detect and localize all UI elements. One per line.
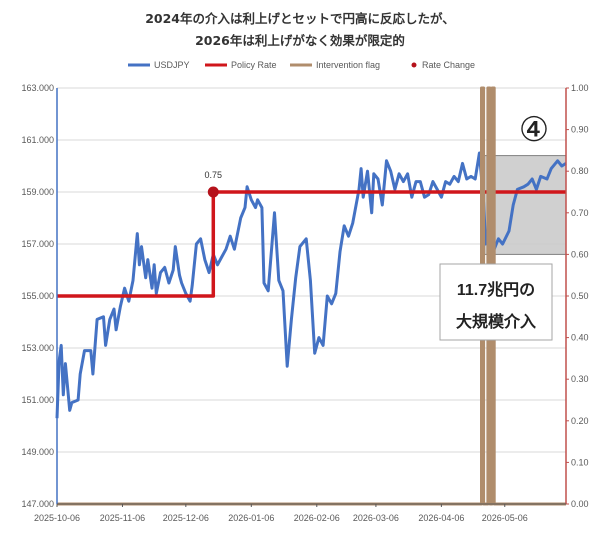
y-right-tick-label: 0.50 xyxy=(571,291,589,301)
y-right-tick-label: 0.30 xyxy=(571,374,589,384)
y-right-tick-label: 0.40 xyxy=(571,333,589,343)
y-left-tick-label: 161.000 xyxy=(21,135,54,145)
y-left-tick-label: 159.000 xyxy=(21,187,54,197)
highlight-box xyxy=(483,155,567,255)
x-tick-label: 2026-01-06 xyxy=(228,513,274,523)
y-right-tick-label: 0.00 xyxy=(571,499,589,509)
rate-change-point xyxy=(207,186,219,198)
legend-swatch xyxy=(411,62,417,68)
y-left-tick-label: 163.000 xyxy=(21,83,54,93)
x-tick-label: 2025-11-06 xyxy=(100,513,145,523)
x-tick-label: 2025-10-06 xyxy=(34,513,80,523)
x-tick-label: 2026-02-06 xyxy=(294,513,340,523)
y-right-tick-label: 0.80 xyxy=(571,166,589,176)
chart-title-line2: 2026年は利上げがなく効果が限定的 xyxy=(195,33,405,48)
y-right-tick-label: 0.60 xyxy=(571,249,589,259)
x-tick-label: 2026-04-06 xyxy=(418,513,464,523)
y-left-tick-label: 149.000 xyxy=(21,447,54,457)
annotation-line1: 11.7兆円の xyxy=(457,281,535,299)
y-right-tick-label: 0.70 xyxy=(571,208,589,218)
series-line-usdjpy xyxy=(55,151,567,419)
legend-label: Policy Rate xyxy=(231,60,277,70)
x-tick-label: 2026-03-06 xyxy=(353,513,399,523)
y-right-tick-label: 1.00 xyxy=(571,83,589,93)
legend-label: Rate Change xyxy=(422,60,475,70)
y-right-tick-label: 0.10 xyxy=(571,457,589,467)
y-left-tick-label: 147.000 xyxy=(21,499,54,509)
x-tick-label: 2026-05-06 xyxy=(482,513,528,523)
annotation-line2: 大規模介入 xyxy=(456,312,536,331)
chart-title-line1: 2024年の介入は利上げとセットで円高に反応したが、 xyxy=(145,11,455,26)
y-left-tick-label: 157.000 xyxy=(21,239,54,249)
rate-change-label: 0.75 xyxy=(205,170,223,180)
y-right-tick-label: 0.20 xyxy=(571,416,589,426)
legend-label: USDJPY xyxy=(154,60,190,70)
series-line-intervention-flag xyxy=(57,86,566,506)
y-left-tick-label: 151.000 xyxy=(21,395,54,405)
y-left-tick-label: 153.000 xyxy=(21,343,54,353)
annotation-marker: ④ xyxy=(519,111,549,149)
y-left-tick-label: 155.000 xyxy=(21,291,54,301)
legend-label: Intervention flag xyxy=(316,60,380,70)
series-line-policy-rate xyxy=(57,190,566,298)
annotation-box xyxy=(439,263,553,341)
y-right-tick-label: 0.90 xyxy=(571,125,589,135)
x-tick-label: 2025-12-06 xyxy=(163,513,209,523)
